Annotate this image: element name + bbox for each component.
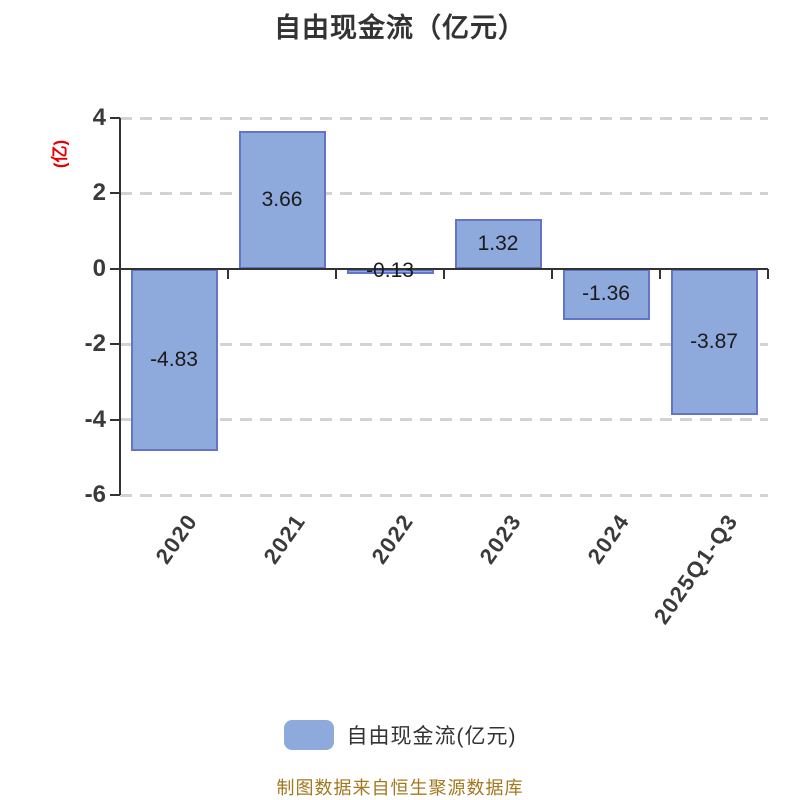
x-axis-tick xyxy=(335,268,337,279)
x-axis-tick xyxy=(443,268,445,279)
legend: 自由现金流(亿元) xyxy=(0,718,800,752)
y-tick-label: -2 xyxy=(84,330,106,358)
y-tick-label: 4 xyxy=(92,104,106,131)
x-tick-label-2025Q1-Q3: 2025Q1-Q3 xyxy=(648,509,743,629)
y-tick-label: 2 xyxy=(92,179,106,207)
bar-value-label-2022: -0.13 xyxy=(366,259,414,283)
x-tick-label-2022: 2022 xyxy=(366,509,419,569)
y-axis-unit-label: (亿) xyxy=(50,139,70,169)
x-tick-label-2021: 2021 xyxy=(258,509,311,569)
bar-value-label-2020: -4.83 xyxy=(150,347,198,371)
x-axis-tick xyxy=(551,268,553,279)
bar-2024 xyxy=(562,268,650,321)
y-axis-tick xyxy=(110,343,120,346)
x-axis-tick xyxy=(767,268,769,279)
bar-value-label-2025Q1-Q3: -3.87 xyxy=(690,329,738,353)
bar-value-label-2021: 3.66 xyxy=(261,187,303,211)
x-tick-label-2023: 2023 xyxy=(474,509,527,569)
y-axis-tick xyxy=(110,192,120,195)
y-tick-label: -4 xyxy=(84,405,106,433)
y-tick-label: -6 xyxy=(84,481,106,508)
gridline-y-4 xyxy=(120,418,768,422)
gridline-y2 xyxy=(120,191,768,195)
bar-value-label-2024: -1.36 xyxy=(582,282,630,306)
gridline-y-6 xyxy=(120,493,768,497)
y-axis-tick xyxy=(110,117,120,119)
y-axis-tick xyxy=(110,267,120,270)
x-axis-tick xyxy=(227,268,229,279)
bar-2021 xyxy=(238,130,326,269)
gridline-y4 xyxy=(120,116,768,120)
bar-2023 xyxy=(454,219,542,269)
gridline-y-2 xyxy=(120,342,768,346)
x-tick-label-2024: 2024 xyxy=(582,509,635,569)
y-tick-label: 0 xyxy=(92,254,106,282)
footer-source-note: 制图数据来自恒生聚源数据库 xyxy=(276,778,524,798)
bar-2020 xyxy=(130,268,218,451)
legend-swatch xyxy=(283,720,334,750)
x-axis-tick xyxy=(119,268,121,279)
y-axis-tick xyxy=(110,418,120,421)
y-axis-line xyxy=(119,118,121,495)
chart-title: 自由现金流（亿元） xyxy=(274,13,526,43)
bar-value-label-2023: 1.32 xyxy=(477,231,519,255)
x-axis-tick xyxy=(659,268,661,279)
plot-area: 4 2 0 -2 -4 -6 -4.83 2020 3.66 2021 -0.13 2022 1.32 2… xyxy=(85,105,769,629)
y-axis-tick xyxy=(110,494,120,496)
x-tick-label-2020: 2020 xyxy=(150,509,203,569)
legend-label: 自由现金流(亿元) xyxy=(346,725,517,748)
